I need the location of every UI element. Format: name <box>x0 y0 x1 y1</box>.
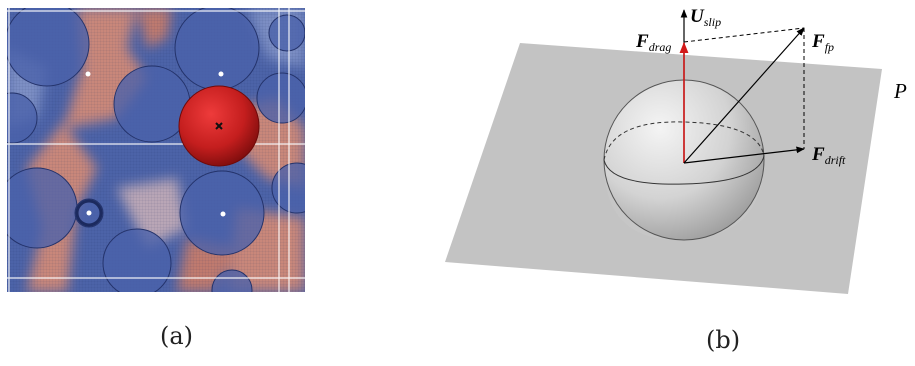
dashed-helper-top <box>683 27 805 43</box>
equator-front <box>603 155 765 185</box>
u-slip-label: Uslip <box>690 6 721 29</box>
f-drift-label: Fdrift <box>811 144 846 167</box>
center-dot <box>86 210 92 216</box>
particle <box>113 65 191 143</box>
caption-b: (b) <box>706 326 741 354</box>
particle <box>268 14 305 52</box>
particle-outline <box>75 199 103 227</box>
center-dot <box>220 211 226 217</box>
center-dot <box>85 71 91 77</box>
equator-back <box>603 121 765 161</box>
force-diagram: Uslip Fdrag Ffp Fdrift P <box>445 6 907 294</box>
simulation-snapshot <box>7 8 305 292</box>
f-drift-vector <box>683 146 805 164</box>
plane-label: P <box>893 79 907 103</box>
particles <box>7 8 305 292</box>
particle <box>256 72 305 124</box>
particle <box>102 228 172 292</box>
center-dots <box>85 71 226 217</box>
caption-a: (a) <box>160 322 194 350</box>
particle <box>7 8 90 87</box>
grid-lines <box>7 8 305 292</box>
center-dot <box>218 71 224 77</box>
f-drag-label: Fdrag <box>635 31 671 54</box>
particle <box>7 92 38 144</box>
particle <box>211 269 253 292</box>
cross-marker <box>215 122 223 130</box>
particle <box>174 8 260 91</box>
f-fp-label: Ffp <box>811 31 834 54</box>
f-fp-vector <box>683 27 805 164</box>
